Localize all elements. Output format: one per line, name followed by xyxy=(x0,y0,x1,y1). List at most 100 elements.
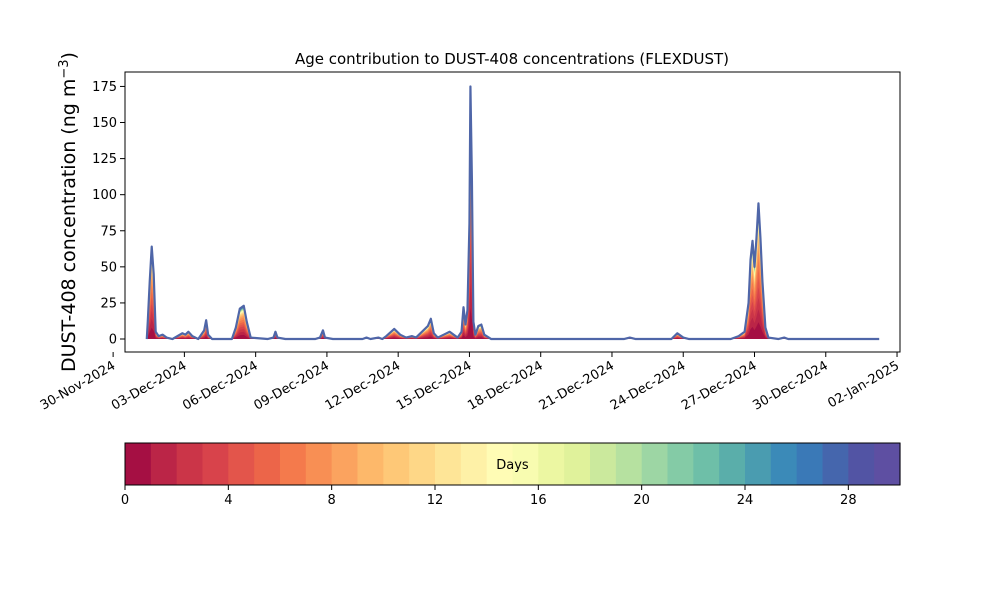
colorbar-tick-label-20: 20 xyxy=(633,493,650,508)
y-axis-label: DUST-408 concentration (ng m−3) xyxy=(57,52,81,372)
colorbar-swatch-0 xyxy=(125,443,152,485)
x-tick-label-2025-01-02: 02-Jan-2025 xyxy=(825,358,902,411)
x-tick-label-2024-12-24: 24-Dec-2024 xyxy=(608,358,688,413)
colorbar-swatch-1 xyxy=(150,443,178,485)
age-area-day-21 xyxy=(146,105,880,340)
age-area-day-6 xyxy=(146,189,880,340)
colorbar-swatch-8 xyxy=(331,443,359,485)
x-tick-label-2024-12-27: 27-Dec-2024 xyxy=(679,358,759,413)
x-tick-label-2024-12-09: 09-Dec-2024 xyxy=(252,358,332,413)
colorbar-swatch-24 xyxy=(745,443,772,485)
age-area-day-19 xyxy=(146,110,880,340)
colorbar: Days 0 4 8 12 16 20 24 28 xyxy=(121,442,901,508)
colorbar-swatch-6 xyxy=(280,443,307,485)
y-tick-label-150: 150 xyxy=(92,116,117,131)
colorbar-swatch-27 xyxy=(822,443,849,485)
age-area-day-22 xyxy=(146,103,880,340)
colorbar-swatch-26 xyxy=(796,443,824,485)
age-area-day-14 xyxy=(146,123,880,340)
y-axis-label-exponent: −3 xyxy=(57,59,72,78)
colorbar-swatch-25 xyxy=(770,443,798,485)
colorbar-swatch-7 xyxy=(305,443,333,485)
colorbar-swatch-3 xyxy=(202,443,229,485)
age-area-day-28 xyxy=(146,88,880,340)
colorbar-tick-label-24: 24 xyxy=(737,493,754,508)
y-tick-label-75: 75 xyxy=(100,224,117,239)
x-tick-label-2024-12-12: 12-Dec-2024 xyxy=(323,358,403,413)
colorbar-swatch-10 xyxy=(383,443,410,485)
age-area-day-23 xyxy=(146,100,880,340)
colorbar-swatch-5 xyxy=(254,443,281,485)
age-area-day-7 xyxy=(146,173,880,340)
age-area-day-25 xyxy=(146,96,880,340)
colorbar-swatch-28 xyxy=(848,443,875,485)
colorbar-swatch-18 xyxy=(590,443,617,485)
colorbar-swatch-11 xyxy=(409,443,436,485)
colorbar-swatch-29 xyxy=(874,443,901,485)
age-area-day-13 xyxy=(146,127,880,340)
colorbar-tick-label-16: 16 xyxy=(530,493,547,508)
y-tick-label-0: 0 xyxy=(109,333,117,348)
age-area-day-11 xyxy=(146,136,880,340)
y-tick-label-25: 25 xyxy=(100,296,117,311)
colorbar-tick-label-12: 12 xyxy=(427,493,444,508)
x-tick-label-2024-12-06: 06-Dec-2024 xyxy=(180,358,260,413)
x-tick-label-2024-12-30: 30-Dec-2024 xyxy=(750,358,830,413)
colorbar-swatch-14 xyxy=(486,443,514,485)
colorbar-tick-label-8: 8 xyxy=(328,493,336,508)
age-area-day-26 xyxy=(146,93,880,340)
age-area-day-24 xyxy=(146,98,880,340)
x-tick-label-2024-12-18: 18-Dec-2024 xyxy=(465,358,545,413)
age-area-day-8 xyxy=(146,161,880,340)
age-area-day-5 xyxy=(146,209,880,340)
age-area-day-4 xyxy=(146,225,880,340)
y-tick-label-100: 100 xyxy=(92,188,117,203)
age-area-day-15 xyxy=(146,120,880,340)
y-tick-label-50: 50 xyxy=(100,260,117,275)
colorbar-swatch-22 xyxy=(693,443,720,485)
chart-title: Age contribution to DUST-408 concentrati… xyxy=(295,50,729,68)
colorbar-swatch-19 xyxy=(615,443,643,485)
colorbar-swatch-9 xyxy=(357,443,384,485)
age-area-day-3 xyxy=(146,242,880,340)
plot-area: 025507510012515017530-Nov-202403-Dec-202… xyxy=(38,71,902,414)
age-area-day-29 xyxy=(146,86,880,340)
x-tick-label-2024-12-03: 03-Dec-2024 xyxy=(109,358,189,413)
total-concentration-line xyxy=(145,85,880,341)
age-area-day-1 xyxy=(146,283,880,340)
colorbar-swatch-20 xyxy=(641,443,669,485)
colorbar-swatch-21 xyxy=(667,443,694,485)
colorbar-swatch-4 xyxy=(228,443,255,485)
age-area-day-10 xyxy=(146,144,880,340)
age-area-day-2 xyxy=(146,262,880,340)
age-areas xyxy=(146,86,880,340)
age-area-day-17 xyxy=(146,115,880,340)
age-area-day-0 xyxy=(146,307,880,340)
x-tick-label-2024-12-15: 15-Dec-2024 xyxy=(394,358,474,413)
plot-frame xyxy=(124,71,901,353)
colorbar-swatch-13 xyxy=(460,443,488,485)
age-area-day-9 xyxy=(146,151,880,340)
age-area-day-20 xyxy=(146,108,880,340)
y-axis-label-close: ) xyxy=(58,52,80,59)
y-axis-label-main: DUST-408 concentration (ng m xyxy=(58,79,80,372)
age-area-day-27 xyxy=(146,91,880,340)
colorbar-tick-label-4: 4 xyxy=(224,493,232,508)
y-tick-label-125: 125 xyxy=(92,152,117,167)
age-area-day-18 xyxy=(146,112,880,340)
colorbar-tick-label-0: 0 xyxy=(121,493,129,508)
colorbar-swatch-15 xyxy=(512,443,539,485)
age-area-day-12 xyxy=(146,132,880,340)
colorbar-swatch-23 xyxy=(719,443,746,485)
colorbar-frame xyxy=(124,442,901,486)
colorbar-tick-label-28: 28 xyxy=(840,493,857,508)
colorbar-swatch-2 xyxy=(176,443,204,485)
colorbar-swatch-12 xyxy=(435,443,462,485)
y-tick-label-175: 175 xyxy=(92,80,117,95)
colorbar-swatch-17 xyxy=(564,443,591,485)
x-tick-label-2024-12-21: 21-Dec-2024 xyxy=(537,358,617,413)
colorbar-swatch-16 xyxy=(538,443,565,485)
age-area-day-16 xyxy=(146,117,880,340)
